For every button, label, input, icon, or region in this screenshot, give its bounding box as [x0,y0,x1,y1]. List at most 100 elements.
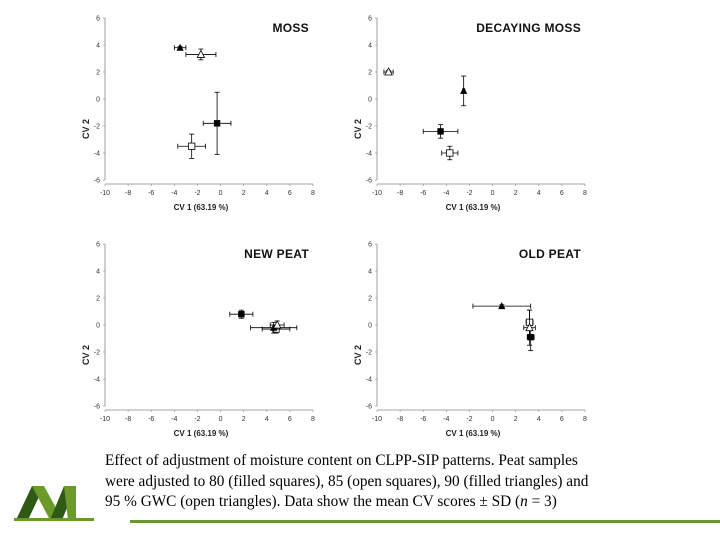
x-axis-label: CV 1 (63.19 %) [174,429,229,438]
x-tick-label: 0 [219,416,223,423]
x-tick-label: -6 [420,190,426,197]
caption-line-1: Effect of adjustment of moisture content… [105,452,578,469]
sample-size-symbol: n [520,493,528,510]
chart-new-peat-svg: -10 -8 -6 -4 -2 0 2 4 6 8 6 4 2 0 -2 -4 -6 NEW PEAT CV 1 (… [81,242,315,439]
x-tick-label: 4 [537,190,541,197]
y-tick-label: -6 [94,178,100,185]
x-tick-label: -6 [420,416,426,423]
m-logo-icon [14,482,94,527]
y-tick-label: -2 [94,124,100,131]
x-tick-label: -2 [466,416,472,423]
plus-minus-symbol: ± [479,493,488,510]
chart-title: NEW PEAT [244,247,309,261]
x-tick-label: 6 [560,190,564,197]
open-triangle-marker [196,49,206,58]
x-tick-label: -8 [125,416,131,423]
x-tick-label: -8 [397,190,403,197]
y-tick-label: 2 [368,296,372,303]
y-axis-label: CV 2 [81,345,91,365]
y-tick-label: 6 [368,16,372,23]
x-tick-label: 4 [265,190,269,197]
caption-line-3-c: = 3) [527,493,557,510]
chart-moss-svg: -10 -8 -6 -4 -2 0 2 4 6 8 6 4 2 0 -2 -4 -6 MOSS CV 1 (63.1… [81,16,315,213]
x-tick-label: 8 [311,416,315,423]
y-axis-label: CV 2 [353,119,363,139]
y-tick-label: -4 [94,377,100,384]
y-tick-label: 2 [96,70,100,77]
figure-caption: Effect of adjustment of moisture content… [105,451,705,513]
x-tick-label: -2 [194,416,200,423]
y-tick-label: -2 [366,350,372,357]
x-tick-label: -6 [148,190,154,197]
data-point-90-gwc [472,302,532,310]
chart-title: DECAYING MOSS [476,21,581,35]
x-tick-label: 8 [311,190,315,197]
filled-square-marker [238,311,245,318]
filled-square-marker [213,120,221,127]
y-tick-label: 6 [96,16,100,23]
filled-triangle-marker [498,302,506,310]
data-point-80-gwc [229,309,254,319]
x-tick-label: 6 [560,416,564,423]
x-tick-label: 4 [265,416,269,423]
caption-line-3-a: 95 % GWC (open triangles). Data show the… [105,493,480,510]
y-tick-label: 2 [368,70,372,77]
x-tick-label: 8 [583,416,587,423]
y-tick-label: -2 [94,350,100,357]
x-tick-label: 4 [537,416,541,423]
y-tick-label: -6 [94,404,100,411]
x-axis-label: CV 1 (63.19 %) [446,429,501,438]
x-tick-label: 6 [288,416,292,423]
x-tick-label: -4 [171,416,177,423]
y-tick-label: 6 [96,242,100,249]
chart-old-peat: -10 -8 -6 -4 -2 0 2 4 6 8 6 4 2 0 -2 -4 -6 OLD PEAT CV 1 (… [352,242,597,444]
x-tick-label: -8 [125,190,131,197]
data-point-95-gwc [383,67,394,76]
y-axis-label: CV 2 [353,345,363,365]
open-triangle-marker [384,67,393,76]
y-tick-label: -4 [94,151,100,158]
y-tick-label: 4 [96,269,100,276]
x-tick-label: 0 [491,190,495,197]
y-tick-label: 4 [96,43,100,50]
y-tick-label: 0 [368,97,372,104]
y-axis-label: CV 2 [81,119,91,139]
open-triangle-marker [272,320,282,329]
filled-triangle-marker [460,86,468,94]
data-point-80-gwc [202,91,232,155]
x-tick-label: -8 [397,416,403,423]
x-tick-label: -10 [372,416,382,423]
y-tick-label: -4 [366,151,372,158]
y-tick-label: 2 [96,296,100,303]
y-tick-label: -2 [366,124,372,131]
open-square-marker [446,149,454,157]
x-axis-label: CV 1 (63.19 %) [174,203,229,212]
x-tick-label: -2 [194,190,200,197]
chart-old-peat-svg: -10 -8 -6 -4 -2 0 2 4 6 8 6 4 2 0 -2 -4 -6 OLD PEAT CV 1 (… [353,242,587,439]
y-tick-label: 0 [368,323,372,330]
x-tick-label: -4 [171,190,177,197]
filled-square-marker [527,333,534,341]
chart-title: OLD PEAT [519,247,582,261]
y-tick-label: 0 [96,323,100,330]
x-tick-label: -10 [100,416,110,423]
chart-title: MOSS [272,21,309,35]
x-tick-label: 2 [514,416,518,423]
x-tick-label: 0 [219,190,223,197]
y-tick-label: 4 [368,43,372,50]
caption-line-3-b: SD ( [487,493,521,510]
chart-new-peat: -10 -8 -6 -4 -2 0 2 4 6 8 6 4 2 0 -2 -4 -6 NEW PEAT CV 1 (… [80,242,325,444]
y-tick-label: -6 [366,404,372,411]
x-tick-label: -10 [100,190,110,197]
data-point-80-gwc [422,124,459,139]
x-tick-label: -4 [443,416,449,423]
open-square-marker [188,142,196,150]
x-tick-label: -2 [466,190,472,197]
data-point-95-gwc [523,309,536,346]
x-axis-label: CV 1 (63.19 %) [446,203,501,212]
x-tick-label: -6 [148,416,154,423]
filled-triangle-marker [176,43,184,51]
x-tick-label: 8 [583,190,587,197]
chart-moss: -10 -8 -6 -4 -2 0 2 4 6 8 6 4 2 0 -2 -4 -6 MOSS CV 1 (63.1… [80,16,325,218]
chart-decaying-moss: -10 -8 -6 -4 -2 0 2 4 6 8 6 4 2 0 -2 -4 -6 DECAYING MOSS C… [352,16,597,218]
